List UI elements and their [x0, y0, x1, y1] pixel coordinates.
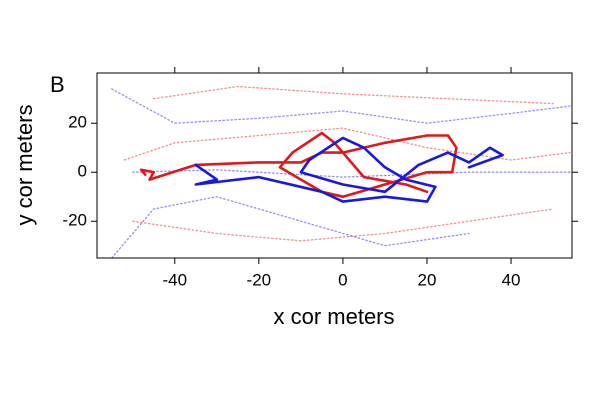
trace-layer	[111, 85, 571, 258]
y-tick-label: 0	[78, 162, 87, 181]
trajectory	[139, 131, 458, 198]
plot-frame	[96, 72, 573, 259]
y-tick-label: -20	[62, 211, 87, 230]
x-tick-label: 40	[502, 270, 521, 289]
x-tick-label: 0	[338, 270, 347, 289]
trajectory-dotted	[153, 85, 554, 105]
x-axis-label: x cor meters	[273, 304, 394, 329]
x-tick-label: 20	[418, 270, 437, 289]
x-tick-label: -40	[162, 270, 187, 289]
panel-label: B	[50, 72, 65, 97]
trajectory-dotted	[132, 208, 554, 242]
y-axis-label: y cor meters	[12, 104, 37, 225]
trajectory-dotted	[132, 169, 571, 178]
x-tick-label: -20	[247, 270, 272, 289]
trajectory-dotted	[111, 88, 571, 124]
trajectory-dotted	[123, 127, 571, 161]
trajectory-dotted	[111, 196, 470, 258]
trajectory	[194, 136, 504, 203]
y-tick-label: 20	[68, 113, 87, 132]
